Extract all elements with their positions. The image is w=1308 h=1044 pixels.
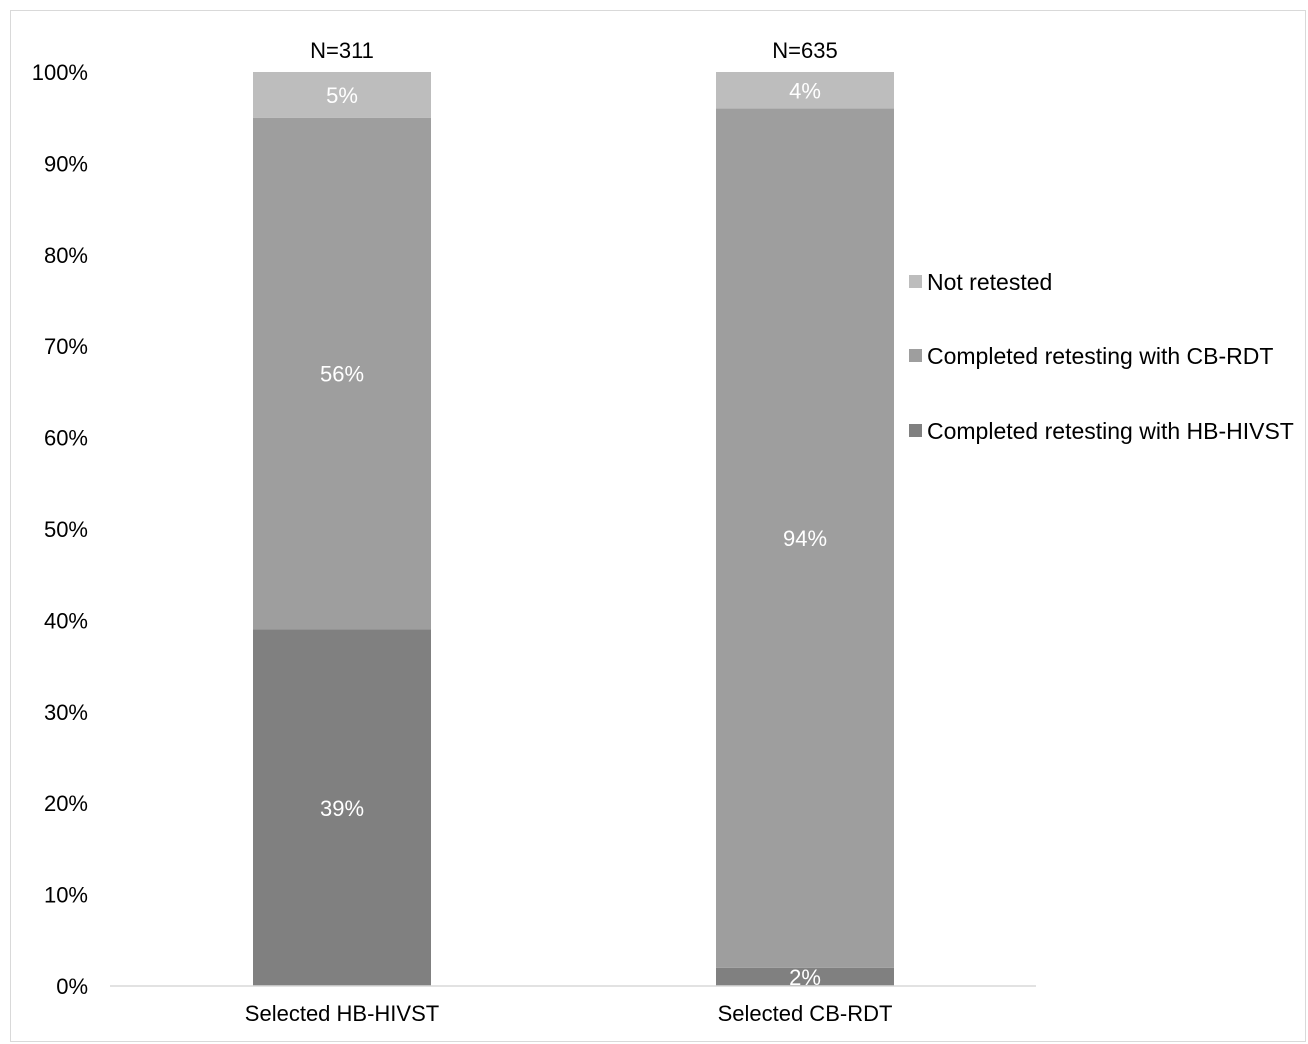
legend-swatch bbox=[909, 349, 922, 362]
category-labels: Selected HB-HIVST Selected CB-RDT bbox=[245, 1001, 893, 1026]
data-label: 56% bbox=[320, 362, 364, 387]
legend-label: Completed retesting with CB-RDT bbox=[927, 343, 1273, 369]
bar-segment bbox=[253, 629, 431, 986]
legend-swatch bbox=[909, 424, 922, 437]
y-tick-label: 10% bbox=[44, 883, 88, 908]
bar-segment bbox=[253, 72, 431, 118]
bar-segment bbox=[253, 117, 431, 630]
bar-total-label: N=311 bbox=[310, 38, 374, 63]
chart-frame bbox=[10, 10, 1306, 1042]
legend-label: Not retested bbox=[927, 269, 1052, 295]
y-tick-label: 60% bbox=[44, 426, 88, 451]
bar-total-label: N=635 bbox=[772, 38, 837, 63]
data-label: 4% bbox=[789, 78, 821, 103]
legend: Not retested Completed retesting with CB-… bbox=[909, 269, 1294, 444]
category-label: Selected HB-HIVST bbox=[245, 1001, 439, 1026]
y-tick-label: 70% bbox=[44, 334, 88, 359]
data-label: 39% bbox=[320, 796, 364, 821]
legend-label: Completed retesting with HB-HIVST bbox=[927, 418, 1294, 444]
legend-swatch bbox=[909, 275, 922, 288]
y-tick-label: 50% bbox=[44, 517, 88, 542]
bar-segment bbox=[716, 72, 894, 109]
y-tick-label: 90% bbox=[44, 151, 88, 176]
y-tick-label: 100% bbox=[32, 60, 88, 85]
bar-segment bbox=[716, 108, 894, 968]
y-axis-ticks: 0% 10% 20% 30% 40% 50% 60% 70% 80% 90% 100% bbox=[32, 60, 88, 999]
category-label: Selected CB-RDT bbox=[718, 1001, 893, 1026]
data-label: 94% bbox=[783, 526, 827, 551]
y-tick-label: 40% bbox=[44, 608, 88, 633]
y-tick-label: 30% bbox=[44, 700, 88, 725]
y-tick-label: 20% bbox=[44, 791, 88, 816]
data-label: 5% bbox=[326, 83, 358, 108]
y-tick-label: 80% bbox=[44, 243, 88, 268]
y-tick-label: 0% bbox=[56, 974, 88, 999]
bar-segment bbox=[716, 967, 894, 986]
